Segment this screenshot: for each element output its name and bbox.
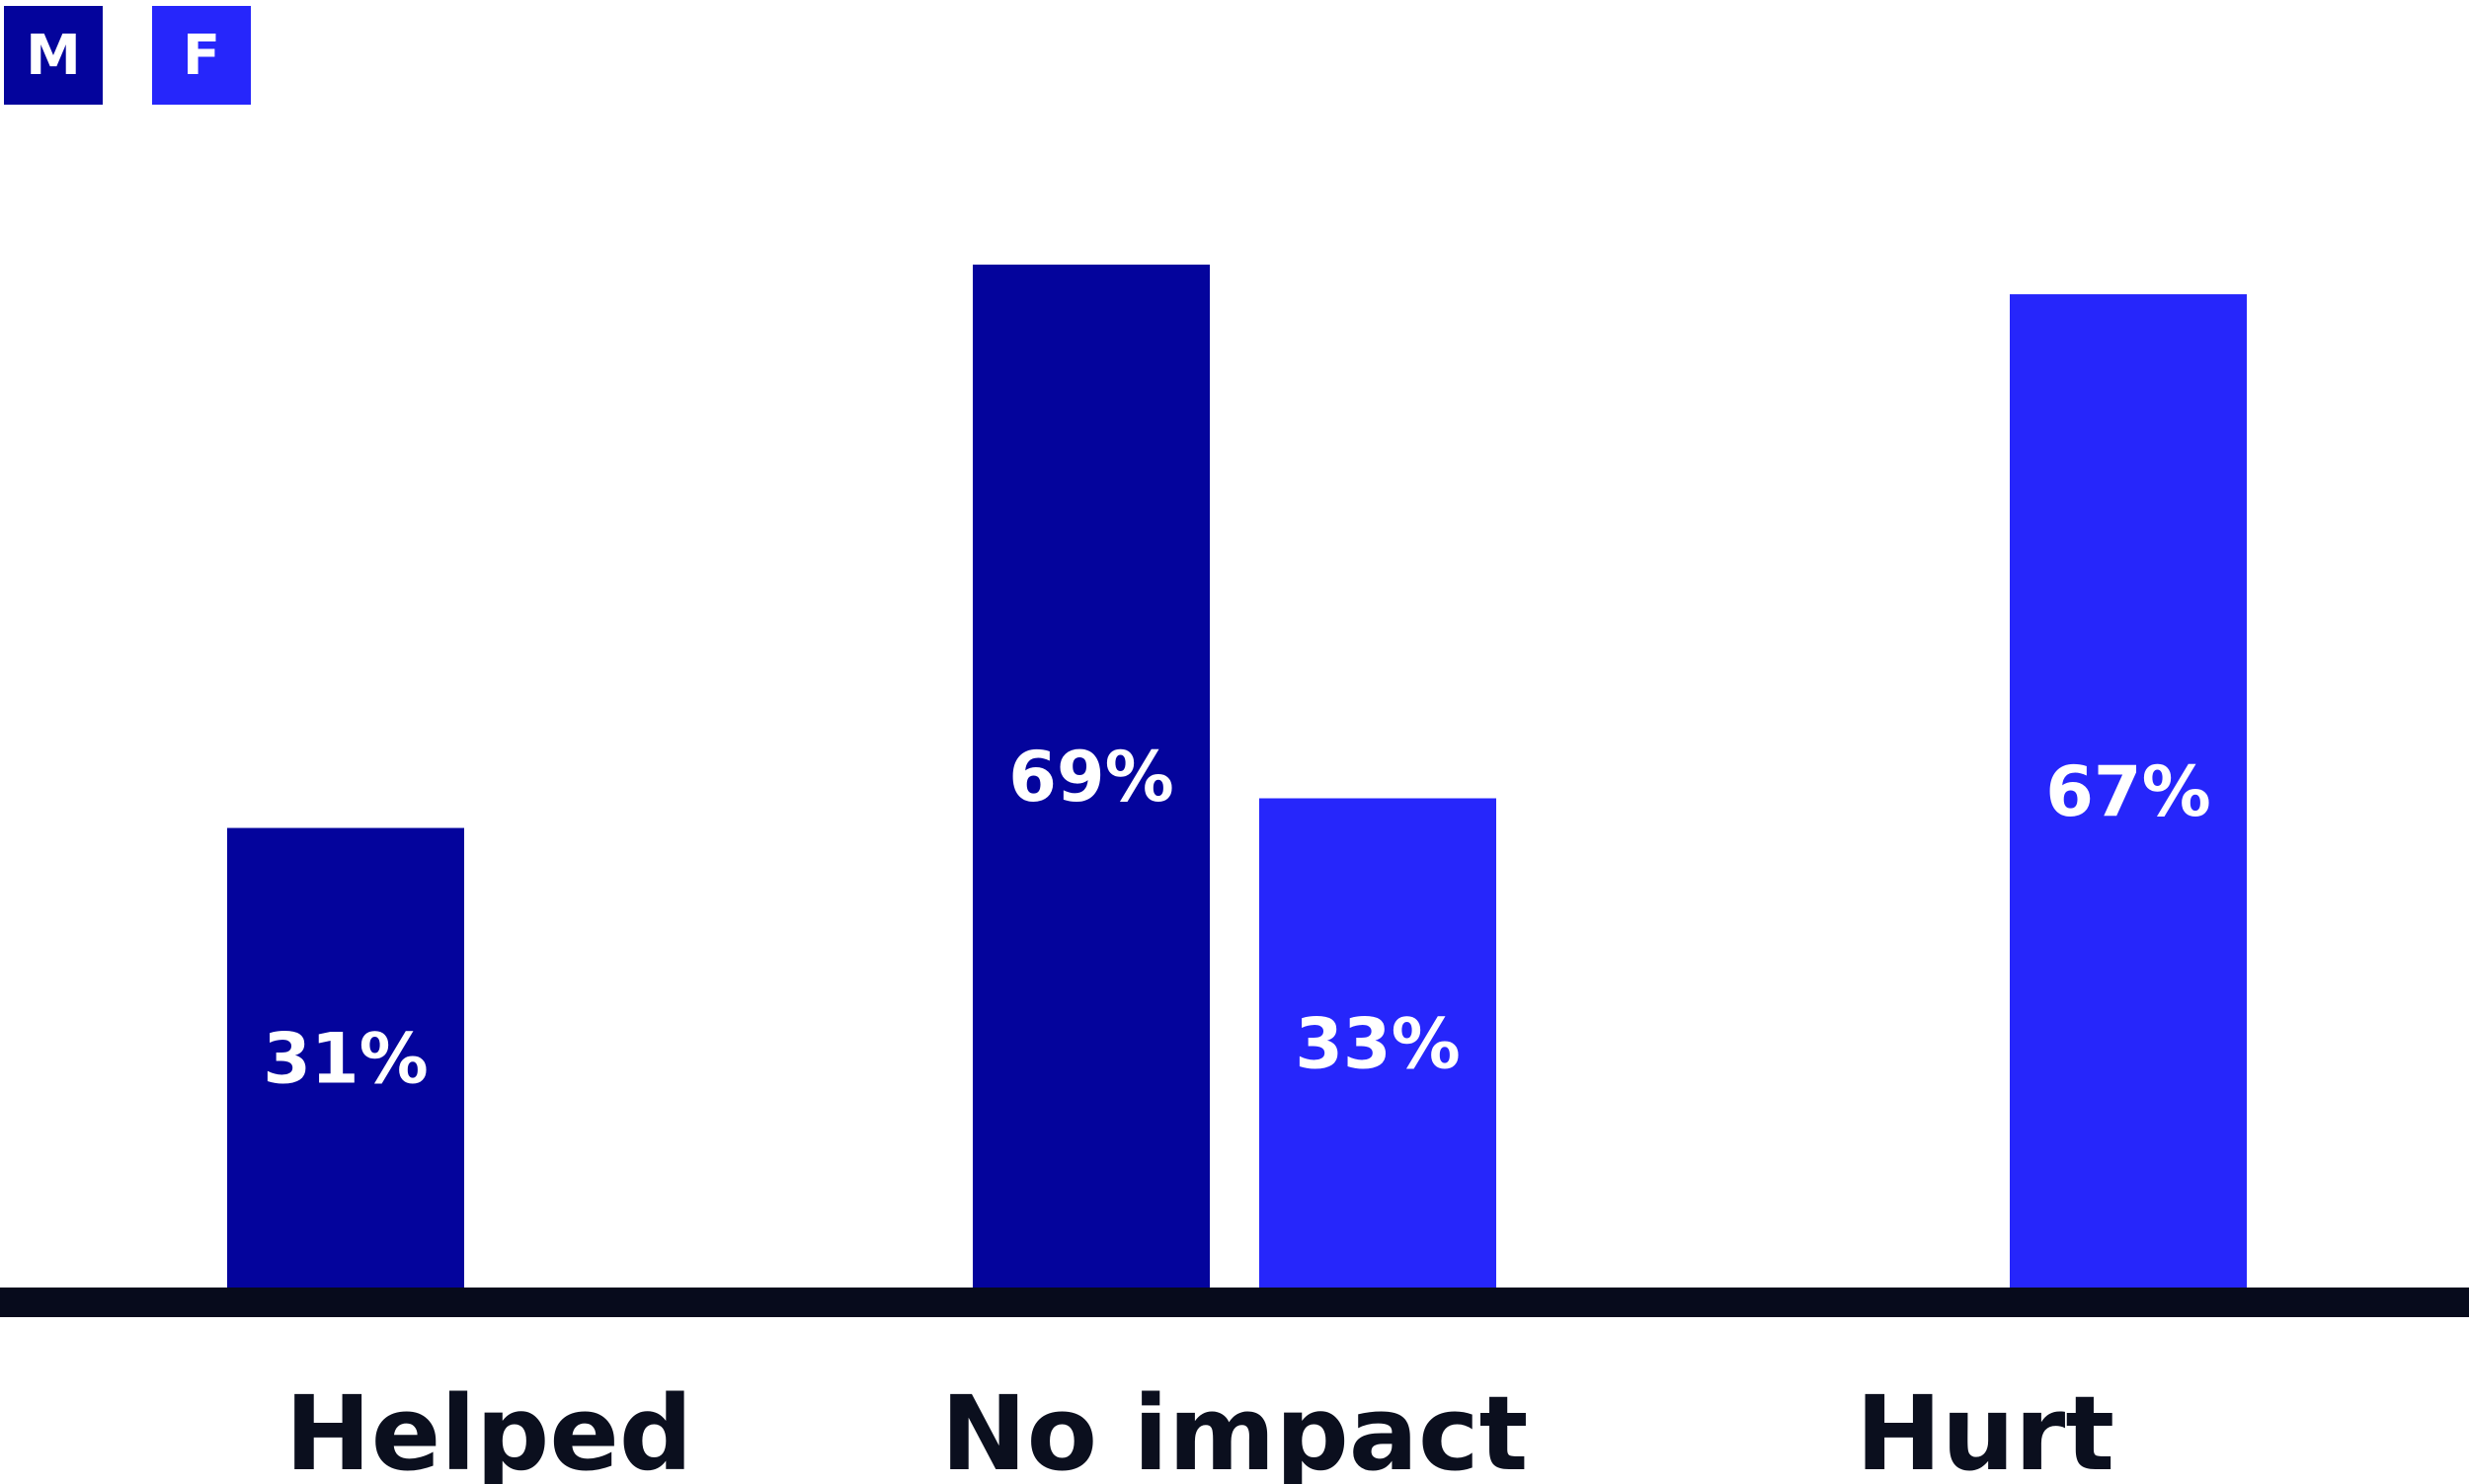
bar-value-label-m-helped: 31% — [263, 1018, 429, 1099]
bar-m-helped — [227, 827, 464, 1288]
legend-item-f: F — [152, 6, 251, 105]
category-labels-group: Helped No impact Hurt — [285, 1373, 2114, 1484]
category-label-hurt: Hurt — [1856, 1373, 2114, 1484]
bars-group — [227, 265, 2247, 1288]
bar-labels-group: 31% 69% 33% 67% — [263, 737, 2211, 1099]
bar-m-no-impact — [973, 265, 1210, 1288]
bar-f-no-impact — [1259, 798, 1496, 1288]
x-axis-line — [0, 1288, 2469, 1317]
legend-label-f: F — [182, 23, 221, 88]
legend-label-m: M — [26, 23, 81, 88]
bar-value-label-f-hurt: 67% — [2045, 751, 2211, 832]
category-label-no-impact: No impact — [941, 1373, 1529, 1484]
bar-value-label-m-no-impact: 69% — [1008, 737, 1174, 818]
legend-item-m: M — [4, 6, 103, 105]
legend: M F — [4, 6, 251, 105]
bar-value-label-f-no-impact: 33% — [1295, 1003, 1461, 1084]
category-label-helped: Helped — [285, 1373, 693, 1484]
bar-f-hurt — [2010, 294, 2247, 1288]
